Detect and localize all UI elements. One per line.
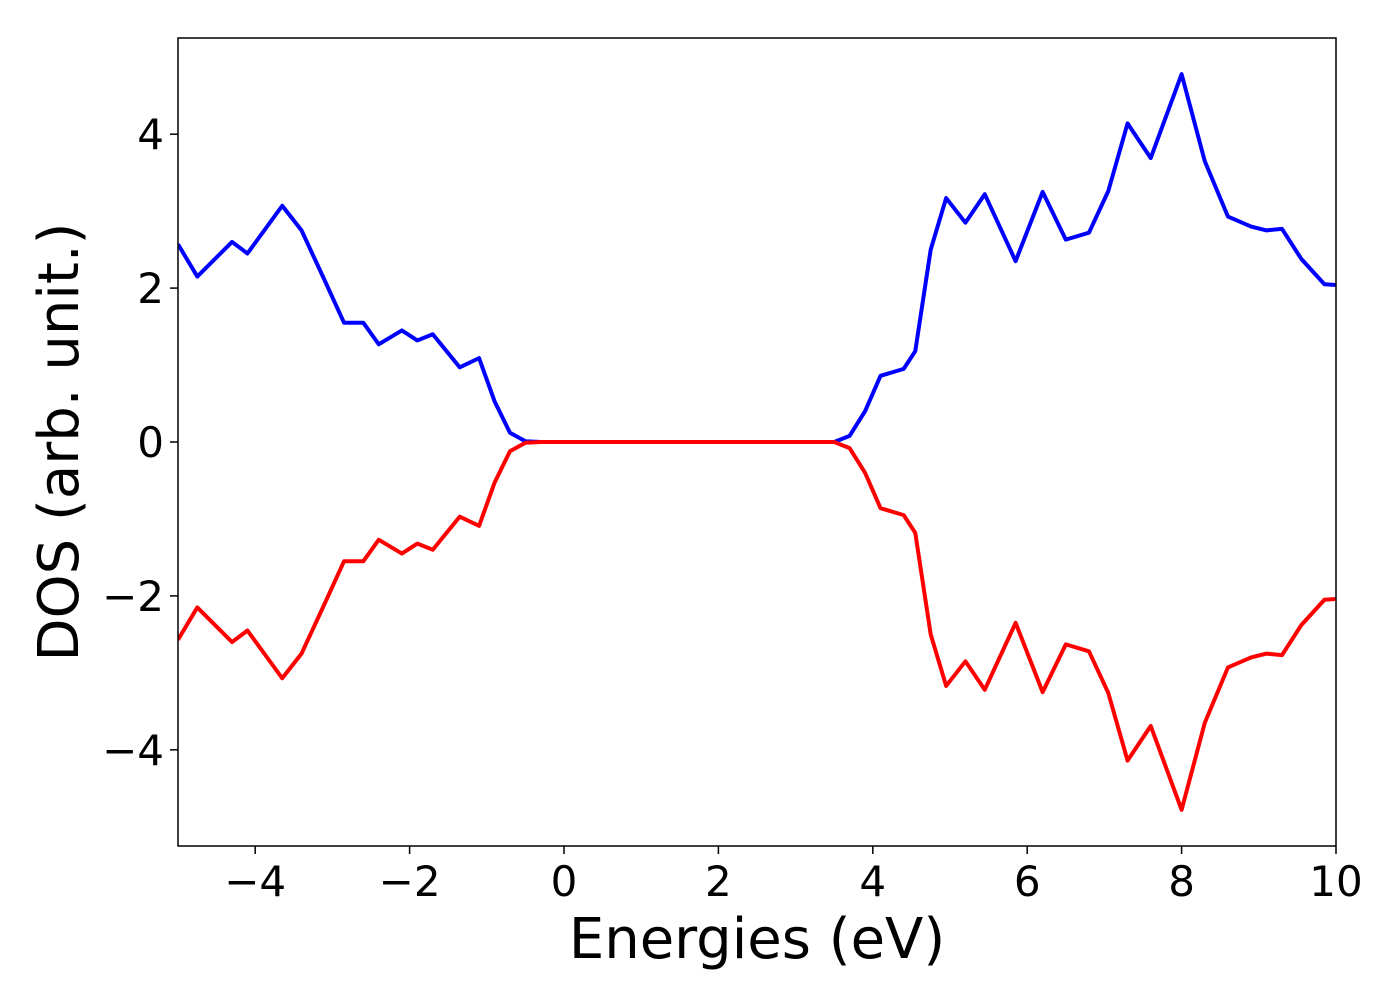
x-tick-label: 6: [1014, 857, 1041, 906]
y-tick-label: 4: [137, 110, 164, 159]
x-tick-label: −4: [224, 857, 286, 906]
x-tick-label: 10: [1309, 857, 1362, 906]
dos-line: [178, 72, 1336, 444]
x-axis-label: Energies (eV): [569, 907, 945, 972]
x-tick-label: 2: [705, 857, 732, 906]
dos-line: [178, 440, 1336, 812]
x-tick-label: 0: [551, 857, 578, 906]
plot-frame: [177, 37, 1337, 847]
y-tick-label: 2: [137, 264, 164, 313]
y-tick-label: −4: [102, 726, 164, 775]
y-tick-label: 0: [137, 418, 164, 467]
y-axis-label: DOS (arb. unit.): [27, 222, 92, 661]
x-tick-label: 8: [1168, 857, 1195, 906]
x-tick-label: 4: [859, 857, 886, 906]
y-tick-label: −2: [102, 572, 164, 621]
x-tick-label: −2: [379, 857, 441, 906]
